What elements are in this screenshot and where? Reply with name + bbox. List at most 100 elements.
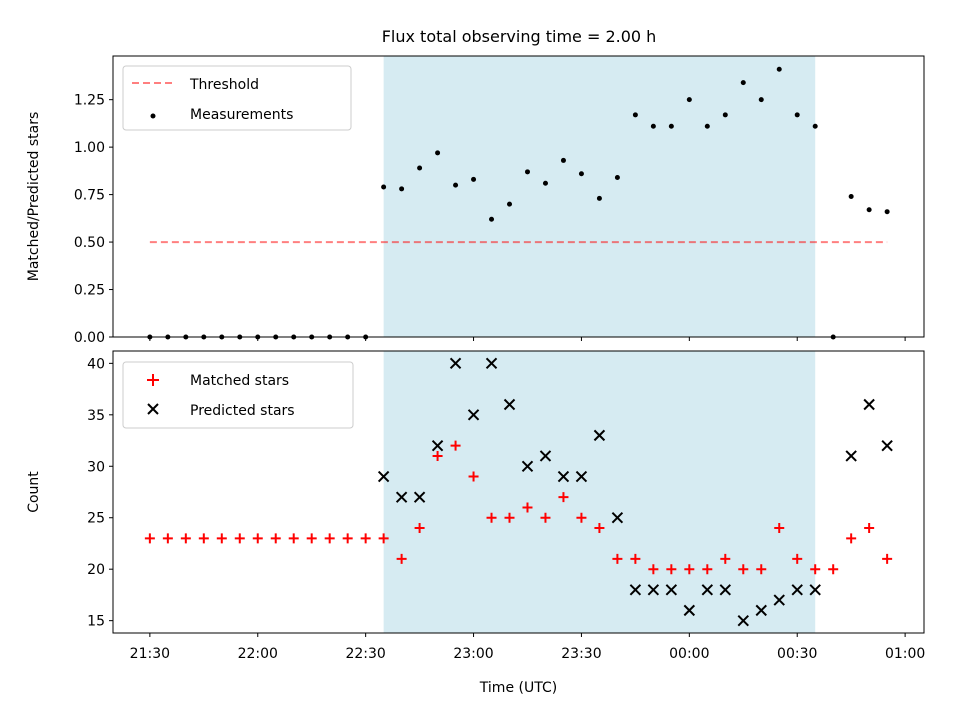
predicted-star-point [503,398,516,411]
matched-star-point [846,533,857,544]
matched-star-point [630,553,641,564]
legend-measurements-label: Measurements [190,107,293,123]
matched-star-point [882,553,893,564]
measurement-point [758,97,764,103]
predicted-star-point [665,584,678,596]
matched-star-point [468,471,479,482]
predicted-star-point [773,594,785,606]
matched-star-point [360,533,371,544]
matched-star-point [486,512,497,523]
measurement-point [417,165,423,171]
measurement-point [740,80,746,86]
measurement-point [632,112,638,118]
matched-star-point [234,533,245,544]
measurement-point [381,184,387,190]
measurement-point [650,123,656,129]
predicted-star-point [413,491,426,503]
matched-star-point [144,533,155,544]
predicted-star-point [395,491,408,503]
legend-predicted-label: Predicted stars [190,403,295,419]
predicted-star-point [737,614,749,627]
matched-star-point [810,564,821,575]
matched-star-point [252,533,263,544]
predicted-star-point [863,398,875,411]
matched-star-point [522,502,533,513]
predicted-star-point [755,604,767,617]
x-tick-label: 00:30 [777,646,817,662]
matched-star-point [378,533,389,544]
predicted-star-point [557,470,570,483]
predicted-star-point [467,409,480,421]
matched-star-point [270,533,281,544]
top-legend: Threshold Measurements [122,65,352,131]
matched-star-point [216,533,227,544]
matched-star-point [720,553,731,564]
measurement-point [884,209,890,215]
matched-star-point [540,512,551,523]
measurement-point [489,216,495,222]
x-tick-label: 21:30 [130,646,170,662]
measurement-point [524,169,530,175]
measurement-point [848,194,854,199]
predicted-star-point [593,429,606,442]
predicted-star-point [647,584,660,596]
matched-star-point [576,512,587,523]
predicted-star-point [431,439,444,452]
matched-star-point [594,523,605,534]
matched-star-point [432,450,443,461]
predicted-star-point [809,584,821,596]
matched-star-point [180,533,191,544]
predicted-star-point [629,584,642,596]
top-y-axis-label: Matched/Predicted stars [26,112,42,282]
predicted-star-point [377,470,390,483]
measurement-point [507,201,513,207]
matched-star-point [792,553,803,564]
measurement-point [776,66,782,72]
matched-star-point [864,523,875,534]
bottom-legend: Matched stars Predicted stars [122,361,354,429]
predicted-star-point [539,450,552,462]
bottom-panel: 15 20 25 30 35 40 21:30 22:00 22:30 23:00 23:30 00:… [26,350,925,696]
y-tick-label: 0.50 [74,235,105,251]
y-tick-label: 0.00 [74,330,105,346]
matched-star-point [450,440,461,451]
predicted-star-point [881,439,893,452]
predicted-star-point [575,470,588,483]
legend-predicted-swatch [147,403,159,415]
x-tick-label: 00:00 [669,646,709,662]
y-tick-label: 25 [87,511,105,527]
y-tick-label: 30 [87,459,105,475]
x-tick-label: 23:30 [561,646,601,662]
matched-star-point [666,564,677,575]
y-tick-label: 40 [87,356,105,372]
matched-star-point [684,564,695,575]
measurement-point [596,195,602,201]
matched-star-point [162,533,173,544]
measurement-point [542,180,548,186]
matched-star-point [414,523,425,534]
bottom-axes-frame [112,350,925,634]
figure-title: Flux total observing time = 2.00 h [382,27,657,46]
matched-star-point [198,533,209,544]
measurement-point [794,112,800,118]
measurement-point [560,157,566,163]
predicted-star-point [791,584,803,596]
measurement-point [866,207,872,213]
matched-star-point [288,533,299,544]
legend-matched-swatch [147,374,159,386]
measurement-point [704,123,710,129]
measurement-point [453,182,459,188]
measurement-point [722,112,728,118]
matched-star-point [504,512,515,523]
legend-threshold-label: Threshold [189,77,259,93]
x-tick-label: 22:00 [238,646,278,662]
matched-star-point [306,533,317,544]
predicted-star-point [845,450,857,462]
matched-star-point [396,553,407,564]
matched-star-point [612,553,623,564]
top-panel: 0.00 0.25 0.50 0.75 1.00 1.25 Matched/Predicte… [26,55,925,346]
predicted-star-point [701,584,714,596]
y-tick-label: 1.25 [74,93,105,109]
y-tick-label: 1.00 [74,140,105,156]
bottom-y-axis-label: Count [26,471,42,513]
